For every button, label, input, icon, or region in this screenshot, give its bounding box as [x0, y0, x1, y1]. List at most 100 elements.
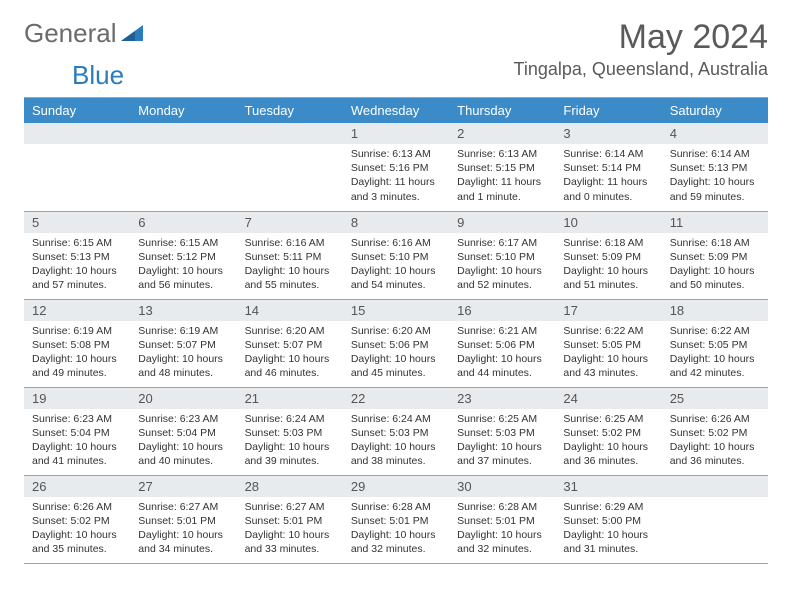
calendar-cell: 22Sunrise: 6:24 AMSunset: 5:03 PMDayligh…: [343, 387, 449, 475]
day-d1: Daylight: 10 hours: [32, 440, 122, 454]
day-details: Sunrise: 6:28 AMSunset: 5:01 PMDaylight:…: [343, 497, 449, 563]
day-number: 12: [24, 300, 130, 321]
day-number: 27: [130, 476, 236, 497]
day-d1: Daylight: 10 hours: [670, 175, 760, 189]
day-details: Sunrise: 6:13 AMSunset: 5:16 PMDaylight:…: [343, 144, 449, 210]
day-ss: Sunset: 5:11 PM: [245, 250, 335, 264]
day-details: Sunrise: 6:28 AMSunset: 5:01 PMDaylight:…: [449, 497, 555, 563]
day-sr: Sunrise: 6:15 AM: [138, 236, 228, 250]
day-sr: Sunrise: 6:24 AM: [245, 412, 335, 426]
day-sr: Sunrise: 6:25 AM: [457, 412, 547, 426]
calendar-cell: 19Sunrise: 6:23 AMSunset: 5:04 PMDayligh…: [24, 387, 130, 475]
day-number: 5: [24, 212, 130, 233]
day-details: Sunrise: 6:14 AMSunset: 5:13 PMDaylight:…: [662, 144, 768, 210]
day-details: Sunrise: 6:26 AMSunset: 5:02 PMDaylight:…: [662, 409, 768, 475]
calendar-cell: 9Sunrise: 6:17 AMSunset: 5:10 PMDaylight…: [449, 211, 555, 299]
day-sr: Sunrise: 6:24 AM: [351, 412, 441, 426]
day-number: 14: [237, 300, 343, 321]
day-d2: and 42 minutes.: [670, 366, 760, 380]
weekday-header: Tuesday: [237, 98, 343, 124]
day-sr: Sunrise: 6:28 AM: [457, 500, 547, 514]
day-sr: Sunrise: 6:22 AM: [563, 324, 653, 338]
calendar-cell: 30Sunrise: 6:28 AMSunset: 5:01 PMDayligh…: [449, 475, 555, 563]
day-details: Sunrise: 6:18 AMSunset: 5:09 PMDaylight:…: [662, 233, 768, 299]
weekday-header: Friday: [555, 98, 661, 124]
day-number: 9: [449, 212, 555, 233]
day-number: 2: [449, 123, 555, 144]
day-d2: and 3 minutes.: [351, 190, 441, 204]
day-details: Sunrise: 6:22 AMSunset: 5:05 PMDaylight:…: [555, 321, 661, 387]
day-number: 26: [24, 476, 130, 497]
calendar-head: SundayMondayTuesdayWednesdayThursdayFrid…: [24, 98, 768, 124]
day-ss: Sunset: 5:03 PM: [457, 426, 547, 440]
day-sr: Sunrise: 6:26 AM: [32, 500, 122, 514]
day-ss: Sunset: 5:16 PM: [351, 161, 441, 175]
calendar-week: 1Sunrise: 6:13 AMSunset: 5:16 PMDaylight…: [24, 123, 768, 211]
calendar-cell: 1Sunrise: 6:13 AMSunset: 5:16 PMDaylight…: [343, 123, 449, 211]
day-number: 22: [343, 388, 449, 409]
day-sr: Sunrise: 6:20 AM: [245, 324, 335, 338]
calendar-body: 1Sunrise: 6:13 AMSunset: 5:16 PMDaylight…: [24, 123, 768, 563]
calendar-cell: 27Sunrise: 6:27 AMSunset: 5:01 PMDayligh…: [130, 475, 236, 563]
day-ss: Sunset: 5:15 PM: [457, 161, 547, 175]
day-d1: Daylight: 10 hours: [563, 528, 653, 542]
day-d2: and 40 minutes.: [138, 454, 228, 468]
calendar-cell: [662, 475, 768, 563]
day-number: 8: [343, 212, 449, 233]
day-d2: and 44 minutes.: [457, 366, 547, 380]
day-ss: Sunset: 5:13 PM: [32, 250, 122, 264]
day-d2: and 39 minutes.: [245, 454, 335, 468]
day-d2: and 52 minutes.: [457, 278, 547, 292]
day-sr: Sunrise: 6:25 AM: [563, 412, 653, 426]
calendar-cell: 16Sunrise: 6:21 AMSunset: 5:06 PMDayligh…: [449, 299, 555, 387]
day-number: 25: [662, 388, 768, 409]
day-sr: Sunrise: 6:15 AM: [32, 236, 122, 250]
day-details: Sunrise: 6:29 AMSunset: 5:00 PMDaylight:…: [555, 497, 661, 563]
calendar-cell: 3Sunrise: 6:14 AMSunset: 5:14 PMDaylight…: [555, 123, 661, 211]
day-sr: Sunrise: 6:18 AM: [670, 236, 760, 250]
day-d1: Daylight: 10 hours: [670, 264, 760, 278]
day-ss: Sunset: 5:02 PM: [670, 426, 760, 440]
day-d1: Daylight: 10 hours: [245, 352, 335, 366]
day-ss: Sunset: 5:03 PM: [245, 426, 335, 440]
day-d1: Daylight: 10 hours: [563, 352, 653, 366]
day-ss: Sunset: 5:08 PM: [32, 338, 122, 352]
day-number: 29: [343, 476, 449, 497]
day-sr: Sunrise: 6:27 AM: [138, 500, 228, 514]
day-details: Sunrise: 6:24 AMSunset: 5:03 PMDaylight:…: [237, 409, 343, 475]
day-d2: and 31 minutes.: [563, 542, 653, 556]
day-number: 18: [662, 300, 768, 321]
weekday-header: Wednesday: [343, 98, 449, 124]
day-d1: Daylight: 10 hours: [138, 440, 228, 454]
day-number-empty: [24, 123, 130, 144]
day-number: 19: [24, 388, 130, 409]
day-number-empty: [237, 123, 343, 144]
day-d2: and 34 minutes.: [138, 542, 228, 556]
day-details: Sunrise: 6:27 AMSunset: 5:01 PMDaylight:…: [237, 497, 343, 563]
day-details: Sunrise: 6:14 AMSunset: 5:14 PMDaylight:…: [555, 144, 661, 210]
day-details: Sunrise: 6:27 AMSunset: 5:01 PMDaylight:…: [130, 497, 236, 563]
day-details: Sunrise: 6:25 AMSunset: 5:03 PMDaylight:…: [449, 409, 555, 475]
day-ss: Sunset: 5:06 PM: [351, 338, 441, 352]
calendar-cell: 8Sunrise: 6:16 AMSunset: 5:10 PMDaylight…: [343, 211, 449, 299]
day-details: Sunrise: 6:17 AMSunset: 5:10 PMDaylight:…: [449, 233, 555, 299]
day-d1: Daylight: 10 hours: [32, 352, 122, 366]
day-d2: and 56 minutes.: [138, 278, 228, 292]
day-d1: Daylight: 10 hours: [138, 264, 228, 278]
day-sr: Sunrise: 6:28 AM: [351, 500, 441, 514]
day-d1: Daylight: 10 hours: [351, 352, 441, 366]
day-details: Sunrise: 6:19 AMSunset: 5:08 PMDaylight:…: [24, 321, 130, 387]
brand-part2: Blue: [72, 60, 124, 90]
day-d1: Daylight: 10 hours: [457, 528, 547, 542]
day-ss: Sunset: 5:05 PM: [563, 338, 653, 352]
day-details: Sunrise: 6:16 AMSunset: 5:10 PMDaylight:…: [343, 233, 449, 299]
day-ss: Sunset: 5:14 PM: [563, 161, 653, 175]
weekday-row: SundayMondayTuesdayWednesdayThursdayFrid…: [24, 98, 768, 124]
calendar-cell: 26Sunrise: 6:26 AMSunset: 5:02 PMDayligh…: [24, 475, 130, 563]
brand-part1: General: [24, 18, 117, 49]
day-d2: and 45 minutes.: [351, 366, 441, 380]
day-d2: and 33 minutes.: [245, 542, 335, 556]
day-details: Sunrise: 6:15 AMSunset: 5:12 PMDaylight:…: [130, 233, 236, 299]
day-details: Sunrise: 6:18 AMSunset: 5:09 PMDaylight:…: [555, 233, 661, 299]
day-ss: Sunset: 5:02 PM: [32, 514, 122, 528]
